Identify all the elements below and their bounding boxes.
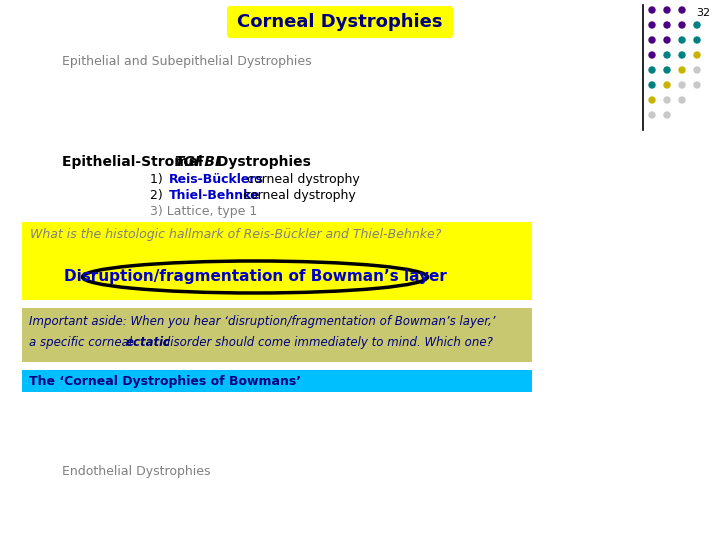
Circle shape [664, 67, 670, 73]
Text: The ‘Corneal Dystrophies of Bowmans’: The ‘Corneal Dystrophies of Bowmans’ [29, 375, 301, 388]
Text: Epithelial and Subepithelial Dystrophies: Epithelial and Subepithelial Dystrophies [62, 55, 312, 68]
FancyBboxPatch shape [22, 222, 532, 300]
Circle shape [664, 52, 670, 58]
Circle shape [649, 7, 655, 13]
Text: ectatic: ectatic [126, 336, 171, 349]
Circle shape [694, 52, 700, 58]
Text: Disruption/fragmentation of Bowman’s layer: Disruption/fragmentation of Bowman’s lay… [63, 269, 446, 285]
Text: a specific corneal: a specific corneal [29, 336, 136, 349]
Text: Reis-Bücklers: Reis-Bücklers [169, 173, 264, 186]
Text: Important aside: When you hear ‘disruption/fragmentation of Bowman’s layer,’: Important aside: When you hear ‘disrupti… [29, 315, 495, 328]
Text: corneal dystrophy: corneal dystrophy [243, 173, 360, 186]
Circle shape [694, 37, 700, 43]
Text: corneal dystrophy: corneal dystrophy [239, 189, 356, 202]
Circle shape [679, 82, 685, 88]
Circle shape [664, 7, 670, 13]
Text: 2): 2) [150, 189, 167, 202]
Circle shape [649, 67, 655, 73]
Circle shape [649, 82, 655, 88]
Text: Endothelial Dystrophies: Endothelial Dystrophies [62, 465, 210, 478]
FancyBboxPatch shape [22, 370, 532, 392]
Circle shape [649, 52, 655, 58]
Text: Epithelial-Stromal: Epithelial-Stromal [62, 155, 207, 169]
Circle shape [664, 97, 670, 103]
Text: What is the histologic hallmark of Reis-Bückler and Thiel-Behnke?: What is the histologic hallmark of Reis-… [30, 228, 441, 241]
Circle shape [649, 112, 655, 118]
Circle shape [649, 22, 655, 28]
Circle shape [649, 97, 655, 103]
Text: Corneal Dystrophies: Corneal Dystrophies [238, 13, 443, 31]
Text: Thiel-Behnke: Thiel-Behnke [169, 189, 261, 202]
Circle shape [664, 37, 670, 43]
Circle shape [679, 67, 685, 73]
Circle shape [694, 67, 700, 73]
Circle shape [679, 52, 685, 58]
FancyBboxPatch shape [227, 6, 453, 38]
Text: 32: 32 [696, 8, 710, 18]
Circle shape [649, 37, 655, 43]
Text: TGFBI: TGFBI [174, 155, 220, 169]
Text: Dystrophies: Dystrophies [212, 155, 311, 169]
Circle shape [679, 37, 685, 43]
Circle shape [694, 22, 700, 28]
Circle shape [694, 82, 700, 88]
Circle shape [664, 22, 670, 28]
Text: 1): 1) [150, 173, 167, 186]
Circle shape [679, 22, 685, 28]
FancyBboxPatch shape [22, 308, 532, 362]
Circle shape [679, 7, 685, 13]
Text: 3) Lattice, type 1: 3) Lattice, type 1 [150, 205, 257, 218]
Ellipse shape [83, 261, 428, 293]
Circle shape [664, 82, 670, 88]
Circle shape [664, 112, 670, 118]
Text: disorder should come immediately to mind. Which one?: disorder should come immediately to mind… [159, 336, 493, 349]
Circle shape [679, 97, 685, 103]
